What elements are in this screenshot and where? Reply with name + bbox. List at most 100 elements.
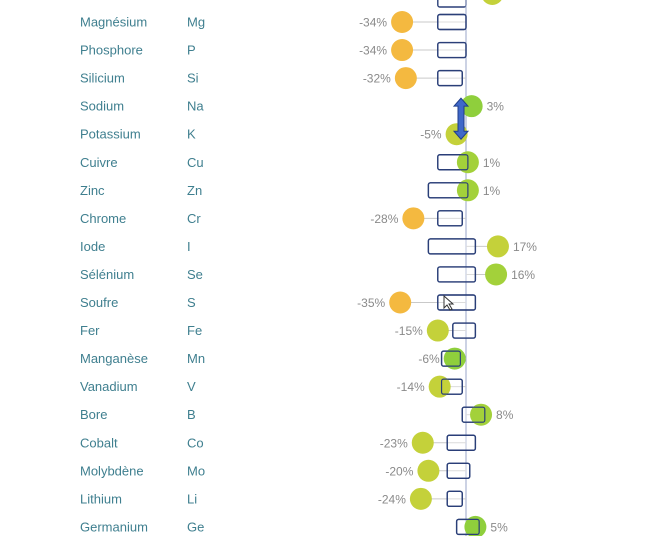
element-name: Chrome xyxy=(80,211,126,226)
range-box-outline xyxy=(446,462,471,479)
percent-label: 16% xyxy=(511,268,535,282)
range-box-outline xyxy=(440,350,461,367)
element-symbol: Cu xyxy=(187,155,204,170)
element-name: Cobalt xyxy=(80,435,118,450)
range-box xyxy=(446,434,477,451)
element-symbol: B xyxy=(187,407,196,422)
range-box xyxy=(437,294,477,311)
percent-label: -32% xyxy=(363,72,391,86)
percent-label: 5% xyxy=(490,520,508,534)
value-dot xyxy=(485,263,508,286)
value-dot xyxy=(389,291,412,314)
value-dot xyxy=(428,375,451,398)
mouse-cursor-icon xyxy=(443,294,455,311)
range-box-outline xyxy=(452,322,476,339)
value-dot xyxy=(417,459,440,482)
range-box-outline xyxy=(446,490,463,507)
comparison-arrow-icon xyxy=(452,97,470,140)
element-row: Lithium Li -24% xyxy=(80,487,466,510)
range-box-outline xyxy=(427,182,469,199)
element-row: Zinc Zn 1% xyxy=(80,179,501,202)
range-box-outline xyxy=(437,41,467,59)
range-box-outline xyxy=(446,434,477,451)
range-box-outline xyxy=(437,69,463,87)
range-box-outline xyxy=(437,13,467,31)
element-symbol: S xyxy=(187,295,196,310)
range-box-outline xyxy=(461,406,486,423)
element-symbol: Ge xyxy=(187,519,204,534)
element-symbol: Fe xyxy=(187,323,202,338)
element-symbol: Na xyxy=(187,99,204,114)
element-symbol: Mg xyxy=(187,15,205,30)
range-box xyxy=(437,13,467,31)
range-box-outline xyxy=(437,210,463,227)
element-row: Phosphore P -34% xyxy=(80,39,467,62)
element-symbol: P xyxy=(187,43,196,58)
element-name: Potassium xyxy=(80,127,141,142)
value-dot xyxy=(402,207,425,230)
element-row: Sodium Na 3% xyxy=(80,95,504,118)
range-box-outline xyxy=(437,266,476,283)
element-name: Manganèse xyxy=(80,351,148,366)
element-symbol: Si xyxy=(187,71,199,86)
value-dot xyxy=(411,431,434,454)
percent-label: 1% xyxy=(483,184,501,198)
element-name: Molybdène xyxy=(80,463,144,478)
range-box-outline xyxy=(437,154,469,171)
percent-label: -34% xyxy=(359,16,387,30)
range-box-outline xyxy=(427,238,476,255)
percent-label: 8% xyxy=(496,408,514,422)
element-row: Bore B 8% xyxy=(80,403,514,426)
element-name: Silicium xyxy=(80,71,125,86)
element-row: Sélénium Se 16% xyxy=(80,263,535,286)
range-box xyxy=(437,266,477,283)
element-row: Cobalt Co -23% xyxy=(80,431,477,454)
percent-label: -34% xyxy=(359,44,387,58)
element-name: Phosphore xyxy=(80,43,143,58)
percent-label: -24% xyxy=(378,492,406,506)
value-dot xyxy=(470,403,493,426)
value-dot xyxy=(483,0,502,5)
element-row: Soufre S -35% xyxy=(80,291,477,314)
percent-label: 17% xyxy=(513,240,537,254)
range-box-outline xyxy=(456,518,480,536)
percent-label: -28% xyxy=(370,212,398,226)
element-name: Magnésium xyxy=(80,15,147,30)
percent-label: -20% xyxy=(385,464,413,478)
value-dot xyxy=(460,95,483,118)
range-box xyxy=(452,322,477,339)
percent-label: -5% xyxy=(420,128,442,142)
element-row: Potassium K -5% xyxy=(80,123,468,146)
range-box xyxy=(446,490,463,508)
element-row: Vanadium V -14% xyxy=(80,375,466,398)
range-box xyxy=(437,69,463,87)
element-name: Fer xyxy=(80,323,100,338)
range-box-outline xyxy=(437,294,476,311)
element-name: Sélénium xyxy=(80,267,134,282)
element-symbol: I xyxy=(187,239,191,254)
element-name: Vanadium xyxy=(80,379,138,394)
range-box xyxy=(427,238,477,255)
element-row: Germanium Ge 5% xyxy=(80,515,508,536)
element-name: Lithium xyxy=(80,491,122,506)
range-box xyxy=(437,0,467,8)
value-dot xyxy=(391,39,414,62)
percent-label: -14% xyxy=(397,380,425,394)
value-dot xyxy=(409,487,432,510)
element-row: Magnésium Mg -34% xyxy=(80,11,467,33)
element-symbol: Mo xyxy=(187,463,205,478)
element-symbol: Mn xyxy=(187,351,205,366)
element-symbol: Zn xyxy=(187,183,202,198)
element-name: Bore xyxy=(80,407,107,422)
element-row: Chrome Cr -28% xyxy=(80,207,466,230)
element-symbol: Li xyxy=(187,491,197,506)
range-box xyxy=(437,210,463,227)
element-row: Silicium Si -32% xyxy=(80,67,466,90)
range-box xyxy=(437,41,467,59)
element-symbol: Co xyxy=(187,435,204,450)
value-dot xyxy=(464,515,487,536)
element-name: Germanium xyxy=(80,519,148,534)
value-dot xyxy=(486,235,509,258)
element-row: Fer Fe -15% xyxy=(80,319,477,342)
